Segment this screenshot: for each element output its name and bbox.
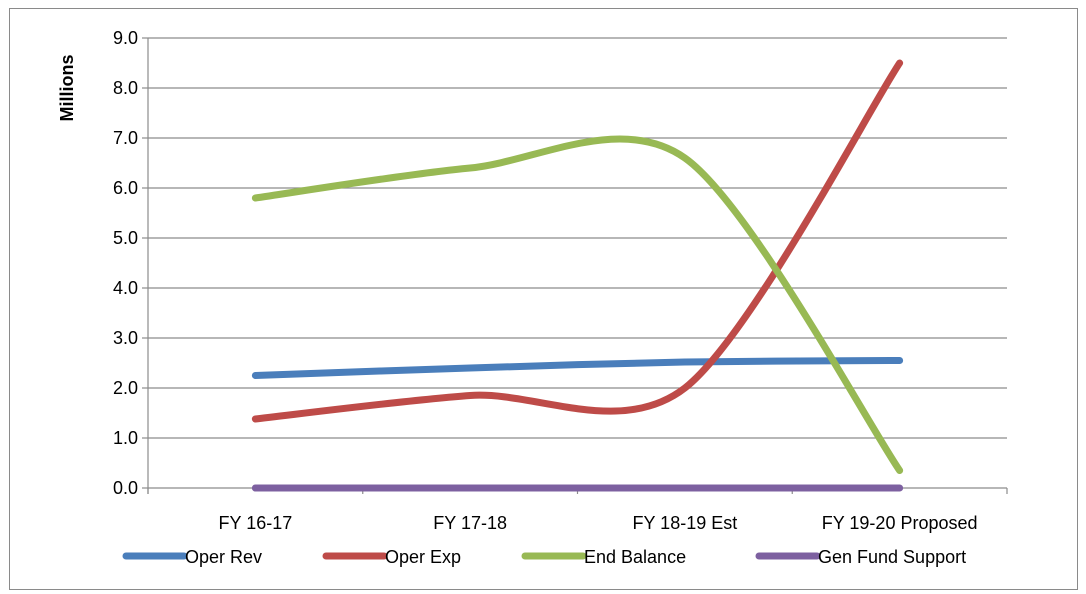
legend: Oper Rev Oper Exp End Balance Gen Fund Supp… [122, 547, 966, 567]
y-tick-label: 8.0 [113, 78, 138, 98]
legend-label-gen-fund-support: Gen Fund Support [818, 547, 966, 567]
y-tick-label: 4.0 [113, 278, 138, 298]
y-tick-label: 1.0 [113, 428, 138, 448]
series-line-end-balance [251, 135, 904, 474]
series-line-oper-exp [251, 59, 904, 423]
x-tick-label: FY 19-20 Proposed [822, 513, 978, 533]
y-tick-label: 6.0 [113, 178, 138, 198]
y-tick-label: 3.0 [113, 328, 138, 348]
y-tick-label: 0.0 [113, 478, 138, 498]
x-tick-label: FY 17-18 [433, 513, 507, 533]
y-tick-label: 5.0 [113, 228, 138, 248]
y-tick-label: 2.0 [113, 378, 138, 398]
y-tick-labels: 0.0 1.0 2.0 3.0 4.0 5.0 6.0 7.0 8.0 9.0 [113, 28, 138, 498]
series-line-oper-rev [251, 357, 904, 379]
legend-label-oper-rev: Oper Rev [185, 547, 262, 567]
x-tick-label: FY 16-17 [219, 513, 293, 533]
x-tick-label: FY 18-19 Est [633, 513, 738, 533]
series-lines [251, 59, 904, 492]
y-tick-label: 9.0 [113, 28, 138, 48]
y-tick-label: 7.0 [113, 128, 138, 148]
legend-label-oper-exp: Oper Exp [385, 547, 461, 567]
chart-frame [9, 8, 1078, 590]
x-tick-labels: FY 16-17 FY 17-18 FY 18-19 Est FY 19-20 Pro… [219, 513, 978, 533]
gridlines [148, 37, 1007, 439]
y-axis-label: Millions [57, 55, 77, 122]
legend-label-end-balance: End Balance [584, 547, 686, 567]
